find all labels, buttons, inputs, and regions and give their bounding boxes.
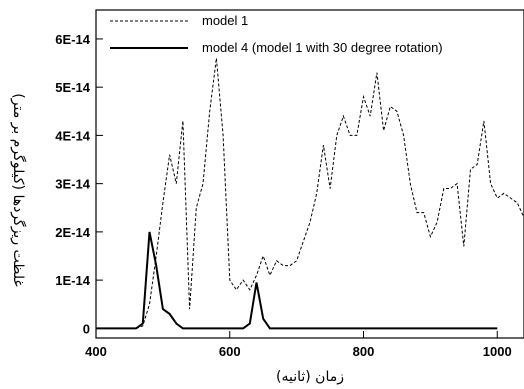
plot-frame: [95, 9, 524, 339]
x-axis: 400 600 800 1000: [85, 331, 512, 359]
y-tick-label: 1E-14: [55, 273, 90, 288]
x-tick-label: 600: [219, 344, 241, 359]
series-line-model-4: [96, 231, 498, 330]
legend: model 1 model 4 (model 1 with 30 degree …: [110, 13, 443, 55]
legend-label-model-1: model 1: [202, 13, 248, 28]
y-tick-label: 6E-14: [55, 32, 90, 47]
y-tick-label: 4E-14: [55, 128, 90, 143]
x-tick-label: 1000: [483, 344, 512, 359]
x-axis-title: زمان (ثانیه): [276, 369, 344, 385]
x-tick-label: 800: [353, 344, 375, 359]
x-tick-label: 400: [85, 344, 107, 359]
series-line-model-1: [96, 58, 524, 329]
y-axis-title: غلظت ریزگردها (کیلوگرم بر متر): [10, 93, 27, 286]
y-tick-label: 3E-14: [55, 177, 90, 192]
y-axis: 0 1E-14 2E-14 3E-14 4E-14 5E-14 6E-14: [55, 32, 103, 336]
y-tick-label: 5E-14: [55, 80, 90, 95]
series-layer: [96, 58, 524, 330]
legend-label-model-4: model 4 (model 1 with 30 degree rotation…: [202, 40, 443, 55]
y-tick-label: 2E-14: [55, 225, 90, 240]
y-tick-label: 0: [83, 321, 90, 336]
